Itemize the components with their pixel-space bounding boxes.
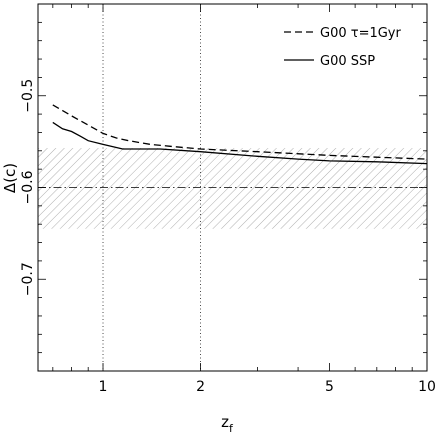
legend: G00 τ=1Gyr G00 SSP [284, 26, 402, 69]
x-axis-label-subscript: f [229, 422, 234, 435]
y-tick-label: −0.6 [20, 170, 36, 204]
y-tick-label: −0.7 [20, 262, 36, 296]
x-tick-label: 10 [418, 379, 436, 395]
x-tick-label: 5 [325, 379, 334, 395]
y-axis-label: Δ(c) [1, 163, 19, 193]
plot-frame [37, 3, 428, 372]
x-axis-label-main: z [221, 413, 229, 431]
x-axis-label: zf [221, 413, 234, 435]
legend-label: G00 SSP [320, 54, 375, 69]
series-line [52, 121, 428, 165]
x-tick-label: 2 [196, 379, 205, 395]
observed-band [38, 148, 427, 229]
legend-label: G00 τ=1Gyr [320, 26, 402, 41]
x-tick-label: 1 [99, 379, 108, 395]
y-tick-label: −0.5 [20, 79, 36, 113]
